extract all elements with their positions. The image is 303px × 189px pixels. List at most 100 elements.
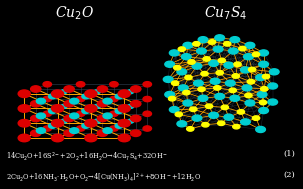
Circle shape: [143, 111, 152, 116]
Circle shape: [110, 96, 118, 102]
Circle shape: [245, 42, 255, 48]
Circle shape: [198, 95, 208, 101]
Circle shape: [218, 58, 225, 63]
Circle shape: [43, 126, 52, 131]
Text: 2Cu$_2$O+16NH$_3$·H$_2$O+O$_2$→4[Cu(NH$_3$)$_4$]$^{2+}$+8OH$^-$+12H$_2$O: 2Cu$_2$O+16NH$_3$·H$_2$O+O$_2$→4[Cu(NH$_…: [6, 171, 201, 183]
Circle shape: [242, 85, 252, 91]
Text: (2): (2): [284, 171, 295, 179]
Circle shape: [228, 48, 238, 54]
Circle shape: [259, 100, 267, 105]
Circle shape: [118, 90, 130, 98]
Circle shape: [118, 119, 130, 127]
Circle shape: [70, 98, 79, 104]
Circle shape: [18, 134, 30, 142]
Circle shape: [178, 47, 185, 51]
Circle shape: [115, 94, 123, 99]
Circle shape: [61, 119, 67, 123]
Circle shape: [213, 46, 223, 52]
Circle shape: [192, 115, 202, 121]
Circle shape: [82, 94, 90, 99]
Circle shape: [252, 52, 260, 57]
Circle shape: [85, 90, 97, 98]
Circle shape: [94, 104, 101, 108]
Circle shape: [110, 111, 118, 116]
Circle shape: [103, 113, 112, 119]
Circle shape: [175, 112, 182, 117]
Circle shape: [143, 82, 152, 87]
Circle shape: [97, 130, 108, 136]
Circle shape: [257, 91, 267, 98]
Circle shape: [221, 105, 228, 110]
Circle shape: [241, 119, 250, 125]
Circle shape: [261, 87, 268, 91]
Circle shape: [183, 90, 190, 95]
Circle shape: [97, 115, 108, 122]
Circle shape: [103, 98, 112, 104]
Circle shape: [214, 86, 221, 90]
Circle shape: [128, 104, 134, 108]
Circle shape: [110, 82, 118, 87]
Circle shape: [82, 109, 90, 114]
Circle shape: [31, 101, 41, 107]
Circle shape: [234, 62, 241, 67]
Circle shape: [203, 57, 210, 61]
Circle shape: [208, 40, 216, 44]
Circle shape: [131, 115, 141, 122]
Circle shape: [262, 74, 270, 79]
Circle shape: [244, 54, 253, 60]
Circle shape: [224, 114, 234, 120]
Circle shape: [115, 109, 123, 114]
Circle shape: [177, 121, 187, 127]
Circle shape: [248, 67, 256, 72]
Circle shape: [64, 101, 74, 107]
Circle shape: [256, 74, 265, 81]
Circle shape: [205, 104, 213, 108]
Circle shape: [36, 98, 45, 104]
Circle shape: [61, 90, 67, 94]
Circle shape: [103, 128, 112, 133]
Circle shape: [31, 86, 41, 92]
Circle shape: [85, 119, 97, 127]
Circle shape: [52, 90, 64, 98]
Circle shape: [239, 46, 246, 51]
Circle shape: [64, 115, 74, 122]
Circle shape: [82, 123, 90, 128]
Text: (1): (1): [284, 150, 295, 158]
Circle shape: [169, 107, 179, 113]
Circle shape: [97, 86, 108, 92]
Circle shape: [118, 134, 130, 142]
Circle shape: [193, 42, 200, 46]
Circle shape: [31, 130, 41, 136]
Circle shape: [36, 128, 45, 133]
Circle shape: [128, 90, 134, 94]
Text: Cu$_7$S$_4$: Cu$_7$S$_4$: [204, 5, 248, 22]
Circle shape: [181, 54, 191, 60]
Circle shape: [256, 126, 265, 132]
Circle shape: [183, 42, 193, 48]
Circle shape: [178, 85, 188, 91]
Circle shape: [43, 82, 52, 87]
Circle shape: [241, 67, 250, 73]
Circle shape: [225, 80, 235, 86]
Circle shape: [198, 37, 208, 43]
Circle shape: [190, 107, 197, 112]
Circle shape: [237, 110, 245, 114]
Circle shape: [215, 93, 225, 99]
Circle shape: [201, 71, 208, 76]
Circle shape: [216, 70, 223, 75]
Circle shape: [48, 94, 56, 99]
Circle shape: [165, 91, 175, 98]
Circle shape: [97, 101, 108, 107]
Circle shape: [52, 119, 64, 127]
Circle shape: [259, 50, 268, 56]
Circle shape: [165, 61, 175, 67]
Circle shape: [76, 126, 85, 131]
Circle shape: [209, 60, 218, 66]
Circle shape: [94, 90, 101, 94]
Circle shape: [52, 105, 64, 112]
Circle shape: [194, 80, 203, 86]
Circle shape: [110, 126, 118, 131]
Circle shape: [198, 87, 205, 91]
Circle shape: [118, 105, 130, 112]
Circle shape: [36, 113, 45, 119]
